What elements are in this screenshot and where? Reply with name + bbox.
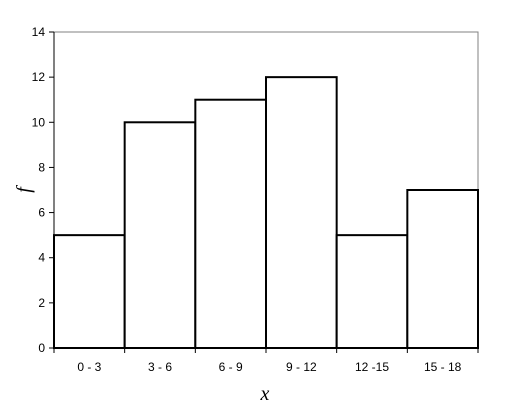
bar-2	[123, 121, 197, 349]
x-tick-label: 12 -15	[355, 360, 389, 374]
y-tick-label: 10	[32, 115, 46, 129]
x-tick-label: 15 - 18	[424, 360, 462, 374]
y-axis-title: f	[13, 185, 35, 193]
bar-1	[53, 234, 126, 349]
y-tick-label: 2	[38, 296, 45, 310]
y-tick-label: 14	[32, 25, 46, 39]
bar-6	[406, 189, 480, 349]
y-tick-label: 12	[32, 70, 46, 84]
x-tick-label: 0 - 3	[77, 360, 101, 374]
bar-3	[194, 98, 267, 350]
bars-group	[53, 76, 480, 350]
x-tick-label: 9 - 12	[286, 360, 317, 374]
bar-4	[265, 76, 338, 350]
x-axis: 0 - 3 3 - 6 6 - 9 9 - 12 12 -15 15 - 18	[53, 347, 479, 374]
x-tick-label: 3 - 6	[148, 360, 172, 374]
y-axis: 0 2 4 6 8 10 12 14	[32, 25, 55, 355]
y-tick-label: 0	[38, 341, 45, 355]
y-tick-label: 4	[38, 251, 45, 265]
y-tick-label: 8	[38, 160, 45, 174]
y-tick-label: 6	[38, 206, 45, 220]
x-tick-label: 6 - 9	[219, 360, 243, 374]
x-axis-title: x	[260, 383, 270, 405]
bar-5	[335, 234, 409, 349]
